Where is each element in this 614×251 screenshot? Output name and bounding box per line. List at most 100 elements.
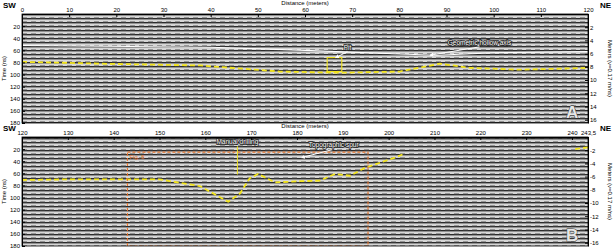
x-axis: 1201301401501601701801902002102202302402… [17, 130, 596, 140]
y2-axis-tick-mark [585, 106, 588, 107]
y2-axis-tick-mark [585, 27, 588, 28]
y2-axis-line [588, 15, 589, 124]
y-axis-tick-mark [22, 38, 25, 39]
y-axis-tick-mark [22, 149, 25, 150]
radargram-image [22, 137, 588, 246]
x-axis-tick-mark [389, 137, 390, 140]
x-axis-line [23, 137, 589, 138]
y-axis-tick-mark [22, 99, 25, 100]
x-axis-tick: 10 [66, 7, 73, 17]
x-axis-tick: 220 [476, 130, 487, 140]
y-axis-tick-mark [22, 50, 25, 51]
y2-axis-tick-mark [585, 190, 588, 191]
y-axis-tick-mark [22, 62, 25, 63]
x-axis-tick-label: 0 [21, 7, 25, 13]
y2-axis-tick-mark [585, 216, 588, 217]
x-axis-tick-mark [447, 14, 448, 17]
y-axis-line [22, 138, 23, 247]
x-axis-tick-mark [114, 137, 115, 140]
y-axis-tick-label: 180 [10, 243, 21, 249]
x-axis-tick-label: 10 [66, 7, 73, 13]
y2-axis-title: Meters (v=0.17 m/ns) [607, 40, 613, 97]
y2-axis-tick-mark [585, 120, 588, 121]
y-axis-tick-label: 160 [10, 108, 21, 114]
x-axis-tick-mark [69, 14, 70, 17]
y-axis-tick: 80 [13, 183, 25, 189]
y-axis-tick-label: 160 [10, 231, 21, 237]
x-axis-tick-label: 140 [109, 130, 120, 136]
x-axis-tick-mark [572, 137, 573, 140]
y-axis-tick: 120 [10, 84, 25, 90]
y-axis-tick: 40 [13, 36, 25, 42]
x-axis-tick: 130 [63, 130, 74, 140]
x-axis-tick-mark [480, 137, 481, 140]
y2-axis-tick-mark [585, 150, 588, 151]
y2-axis-tick: -8 [585, 187, 596, 193]
y2-axis-tick-mark [585, 163, 588, 164]
y2-axis-tick: -6 [585, 174, 596, 180]
y-axis-tick: 140 [10, 219, 25, 225]
y2-axis-tick-mark [585, 54, 588, 55]
plot-frame [22, 137, 588, 246]
y-axis-tick-label: 100 [10, 72, 21, 78]
y-axis-tick-mark [22, 111, 25, 112]
x-axis-tick-label: 50 [255, 7, 262, 13]
y-axis-tick-mark [22, 173, 25, 174]
panel-label: A [566, 103, 578, 122]
x-axis-tick: 80 [396, 7, 403, 17]
annotation-pointer [430, 47, 480, 55]
x-axis-tick-label: 20 [113, 7, 120, 13]
y-axis-tick-label: 120 [10, 84, 21, 90]
y-axis: 20406080100120140160180 [10, 15, 25, 127]
x-axis-tick-mark [68, 137, 69, 140]
x-axis-tick-mark [305, 14, 306, 17]
y2-axis-tick: 10 [585, 77, 597, 83]
y2-axis-tick-label: -8 [590, 187, 596, 193]
y-axis-tick: 100 [10, 72, 25, 78]
x-axis-tick: 230 [522, 130, 533, 140]
x-axis-tick: 160 [201, 130, 212, 140]
y2-axis-tick-mark [585, 203, 588, 204]
y2-axis-tick: 6 [585, 51, 594, 57]
x-axis-tick: 90 [444, 7, 451, 17]
x-axis-tick-mark [399, 14, 400, 17]
panel: Fig. 8Manual drillingTopographic spur120… [1, 123, 613, 249]
y2-axis-tick: 8 [585, 64, 594, 70]
x-axis-tick-label: 80 [396, 7, 403, 13]
x-axis-tick-mark [494, 14, 495, 17]
panel: PitGeometric hollow axis0102030405060708… [1, 0, 613, 126]
y-axis-tick: 60 [13, 171, 25, 177]
y-axis-tick-mark [22, 198, 25, 199]
x-axis-tick-label: 160 [201, 130, 212, 136]
y-axis-tick: 20 [13, 147, 25, 153]
x-axis-tick-label: 120 [583, 7, 594, 13]
x-axis-tick-mark [211, 14, 212, 17]
y2-axis-tick-label: -12 [590, 214, 599, 220]
y2-axis-tick-label: 14 [590, 104, 597, 110]
y2-axis-tick: -16 [585, 240, 599, 246]
annotation-label: Geometric hollow axis [448, 39, 512, 46]
y-axis-tick-label: 40 [13, 36, 20, 42]
direction-label: NE [600, 1, 612, 10]
y-axis: 20406080100120140160180 [10, 138, 25, 250]
y-axis-tick-label: 40 [13, 159, 20, 165]
x-axis-tick-mark [352, 14, 353, 17]
x-axis-title: Distance (meters) [281, 123, 328, 129]
radargram-image [22, 14, 588, 123]
y2-axis-tick: 4 [585, 38, 594, 44]
x-axis-tick: 20 [113, 7, 120, 17]
y-axis-tick: 180 [10, 243, 25, 249]
annotation-pointer [237, 146, 238, 174]
y2-axis: 246810121416 [585, 15, 597, 124]
y-axis-tick: 20 [13, 24, 25, 30]
y-axis-tick-mark [22, 185, 25, 186]
x-axis-tick-label: 150 [155, 130, 166, 136]
y2-axis-tick: 14 [585, 104, 597, 110]
y2-axis-tick-label: -16 [590, 240, 599, 246]
y2-axis-tick-mark [585, 93, 588, 94]
x-axis-tick-mark [251, 137, 252, 140]
y2-axis-tick-label: 6 [590, 51, 594, 57]
y2-axis-tick-label: 2 [590, 25, 594, 31]
y2-axis-title: Meters (v=0.17 m/ns) [607, 163, 613, 220]
x-axis-tick-label: 240 [567, 130, 578, 136]
